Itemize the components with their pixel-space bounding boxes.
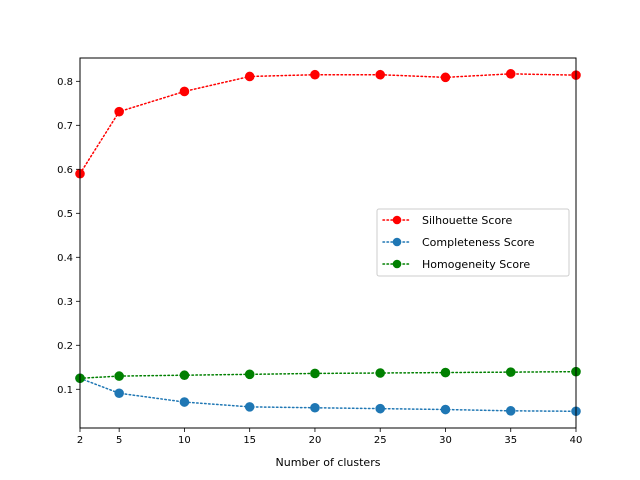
data-point-completeness-score-25: [375, 403, 386, 414]
legend-item-homogeneity-score: Homogeneity Score: [382, 258, 530, 271]
data-point-homogeneity-score-25: [375, 368, 386, 378]
data-point-silhouette-score-30: [440, 72, 451, 83]
y-tick-label: 0.2: [57, 341, 73, 352]
data-point-homogeneity-score-10: [179, 370, 190, 381]
data-point-silhouette-score-25: [375, 69, 386, 80]
legend-item-silhouette-score: Silhouette Score: [382, 214, 512, 227]
legend-item-completeness-score: Completeness Score: [382, 236, 535, 249]
series-line-homogeneity-score: [79, 370, 577, 380]
legend-box: [376, 208, 570, 277]
x-tick-label: 20: [309, 435, 322, 446]
x-tick-label: 35: [504, 435, 517, 446]
x-tick-label: 5: [116, 435, 122, 446]
data-point-completeness-score-30: [440, 404, 451, 415]
legend-label-completeness-score: Completeness Score: [422, 236, 535, 249]
legend-marker-homogeneity-score: [392, 259, 402, 269]
data-point-homogeneity-score-5: [114, 371, 124, 381]
legend-marker-completeness-score: [392, 237, 402, 247]
x-tick-label: 10: [178, 435, 191, 446]
data-point-silhouette-score-10: [179, 86, 190, 97]
data-point-completeness-score-10: [179, 397, 190, 407]
legend: Silhouette Score Completeness Score Homoge…: [376, 208, 570, 277]
data-point-homogeneity-score-20: [310, 368, 320, 379]
series-homogeneity-score: [75, 366, 581, 384]
x-tick-label: 40: [570, 435, 583, 446]
y-tick-label: 0.1: [57, 385, 73, 396]
data-point-completeness-score-35: [505, 406, 516, 416]
data-point-completeness-score-15: [244, 402, 255, 412]
x-tick-label: 15: [243, 435, 256, 446]
legend-marker-silhouette-score: [392, 215, 402, 225]
axes-frame: [79, 57, 577, 429]
y-tick-label: 0.3: [57, 297, 73, 308]
y-tick-label: 0.6: [57, 165, 73, 176]
legend-label-homogeneity-score: Homogeneity Score: [422, 258, 530, 271]
y-tick-label: 0.8: [57, 77, 73, 88]
x-tick-label: 25: [374, 435, 387, 446]
y-tick-label: 0.4: [57, 253, 73, 264]
y-tick-label: 0.5: [57, 209, 73, 220]
data-point-silhouette-score-35: [505, 69, 516, 79]
data-point-homogeneity-score-30: [440, 367, 451, 378]
data-point-completeness-score-5: [114, 388, 124, 399]
data-point-homogeneity-score-15: [244, 369, 255, 380]
data-point-silhouette-score-5: [114, 106, 124, 117]
series-completeness-score: [75, 373, 581, 417]
series-line-completeness-score: [79, 377, 577, 413]
series-silhouette-score: [75, 69, 581, 179]
x-axis-label: Number of clusters: [276, 456, 381, 469]
x-tick-label: 30: [439, 435, 452, 446]
data-point-completeness-score-20: [310, 402, 320, 413]
data-point-silhouette-score-15: [244, 71, 255, 82]
series-layer: [75, 69, 581, 417]
data-point-silhouette-score-20: [310, 69, 320, 80]
data-point-homogeneity-score-35: [505, 367, 516, 377]
x-tick-label: 2: [77, 435, 83, 446]
legend-label-silhouette-score: Silhouette Score: [422, 214, 512, 227]
y-tick-label: 0.7: [57, 121, 73, 132]
axes-layer: 2 5 10 15 20 25 30 35 400.10.20.30.40.50.60.70.8: [57, 57, 583, 446]
